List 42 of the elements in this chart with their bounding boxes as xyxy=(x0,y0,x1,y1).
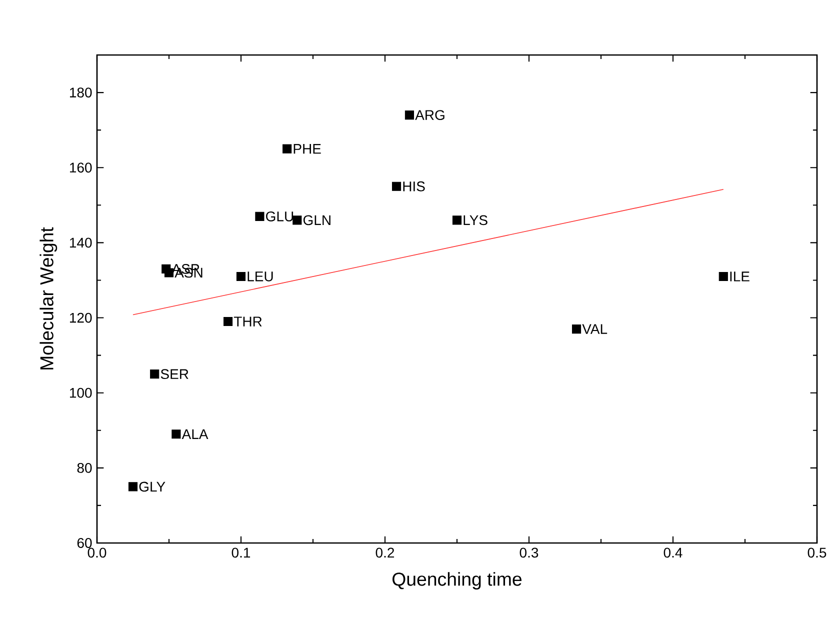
annotation: LEU xyxy=(248,272,273,282)
annotation: ILE xyxy=(730,272,750,282)
y-tick-label: 180 xyxy=(70,88,92,98)
y-tick-label: 60 xyxy=(77,538,92,548)
annotation: HIS xyxy=(403,181,425,192)
point xyxy=(164,268,174,278)
point xyxy=(236,272,246,282)
point xyxy=(128,482,138,492)
annotation: THR xyxy=(234,316,262,326)
y-tick-label: 160 xyxy=(70,162,92,173)
annotation: LYS xyxy=(464,215,488,226)
annotation: VAL xyxy=(582,324,608,334)
point xyxy=(404,110,414,120)
point xyxy=(172,430,181,439)
x-tick-label: 0.3 xyxy=(520,548,538,558)
annotation: ARG xyxy=(415,110,444,120)
point xyxy=(282,144,292,154)
annotation: PHE xyxy=(294,144,321,154)
point xyxy=(292,216,302,225)
x-tick-label: 0.5 xyxy=(808,548,826,558)
x-axis-title: Quenching time xyxy=(392,572,522,590)
point xyxy=(392,182,402,191)
point xyxy=(452,216,462,225)
x-tick-label: 0.2 xyxy=(376,548,394,558)
y-tick-label: 140 xyxy=(70,238,92,248)
y-tick-label: 100 xyxy=(70,388,92,398)
annotation: SER xyxy=(160,369,188,380)
point xyxy=(150,370,160,379)
y-tick-label: 80 xyxy=(77,462,92,473)
x-tick-label: 0.0 xyxy=(88,548,106,558)
point xyxy=(718,272,728,282)
annotation: ALA xyxy=(182,429,208,439)
annotation: GLU xyxy=(266,211,294,222)
x-tick-label: 0.1 xyxy=(232,548,250,558)
annotation: GLY xyxy=(139,482,166,492)
y-axis-title: Molecular Weight xyxy=(40,227,58,370)
point xyxy=(572,324,582,334)
point xyxy=(255,212,264,221)
annotation: GLN xyxy=(303,215,330,226)
x-tick-label: 0.4 xyxy=(664,548,682,558)
y-tick-label: 120 xyxy=(70,312,92,323)
point xyxy=(224,316,233,326)
